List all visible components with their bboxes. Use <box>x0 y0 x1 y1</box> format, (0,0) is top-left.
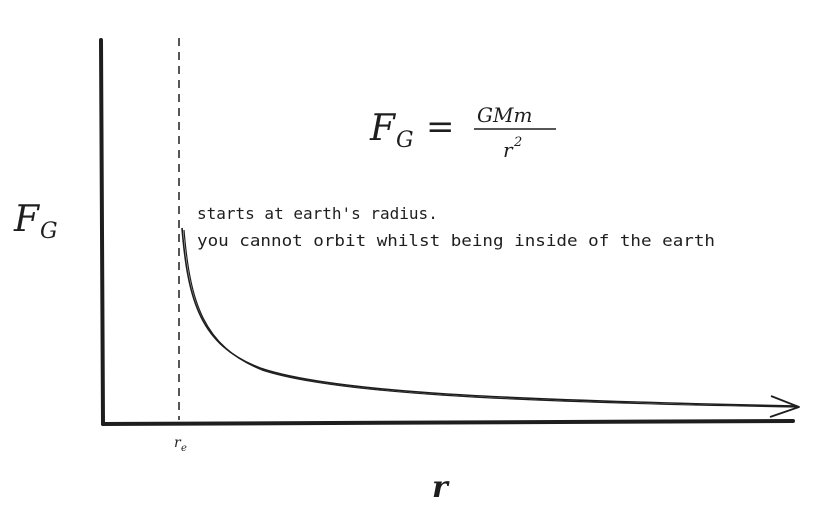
formula-denominator-exponent: 2 <box>513 135 522 150</box>
force-curve <box>181 227 798 407</box>
gravity-formula: F G = GMm r 2 <box>369 103 556 162</box>
formula-numerator: GMm <box>477 103 532 127</box>
annotation-line-2: you cannot orbit whilst being inside of … <box>197 231 715 250</box>
earth-radius-label: r <box>174 435 182 451</box>
annotation-line-1: starts at earth's radius. <box>197 204 438 223</box>
formula-lhs-subscript: G <box>396 128 414 153</box>
formula-denominator: r <box>503 138 514 162</box>
y-axis-label: F <box>13 199 41 240</box>
curve-arrowhead <box>769 395 800 418</box>
x-axis-label: r <box>432 470 450 505</box>
x-axis-line <box>101 419 795 426</box>
formula-equals: = <box>426 107 455 147</box>
earth-radius-label-subscript: e <box>181 443 187 454</box>
force-curve-echo <box>183 229 798 408</box>
formula-lhs: F <box>369 108 397 149</box>
y-axis-line <box>99 38 105 426</box>
y-axis-label-subscript: G <box>40 219 58 244</box>
